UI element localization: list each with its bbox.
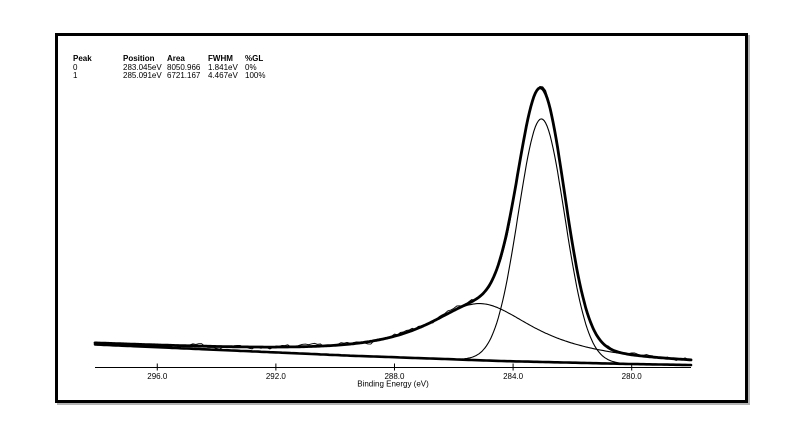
peak-table-header-fwhm: FWHM xyxy=(208,54,233,63)
peak-table-header-area: Area xyxy=(167,54,185,63)
peak-table-cell: 1.841eV xyxy=(208,62,238,72)
peak-table-cell: 6721.167 xyxy=(167,71,201,80)
peak-table-cell: 285.091eV xyxy=(123,71,162,80)
plot-frame: Peak Position Area FWHM %GL 0 283.045eV … xyxy=(55,33,748,403)
peak-table-header-peak: Peak xyxy=(73,54,92,63)
peak-table-header-position: Position xyxy=(123,54,155,63)
peak-table-cell: 8050.966 xyxy=(167,62,201,72)
peak-table-cell: 283.045eV xyxy=(123,62,162,72)
peak-table-cell: 0 xyxy=(73,62,78,72)
peak-table-cell: 4.467eV xyxy=(208,71,238,80)
peak-table-header-gl: %GL xyxy=(245,54,264,63)
peak-table-cell: 100% xyxy=(245,71,266,80)
peak-table-cell: 0% xyxy=(245,62,257,72)
peak-table-cell: 1 xyxy=(73,71,78,80)
